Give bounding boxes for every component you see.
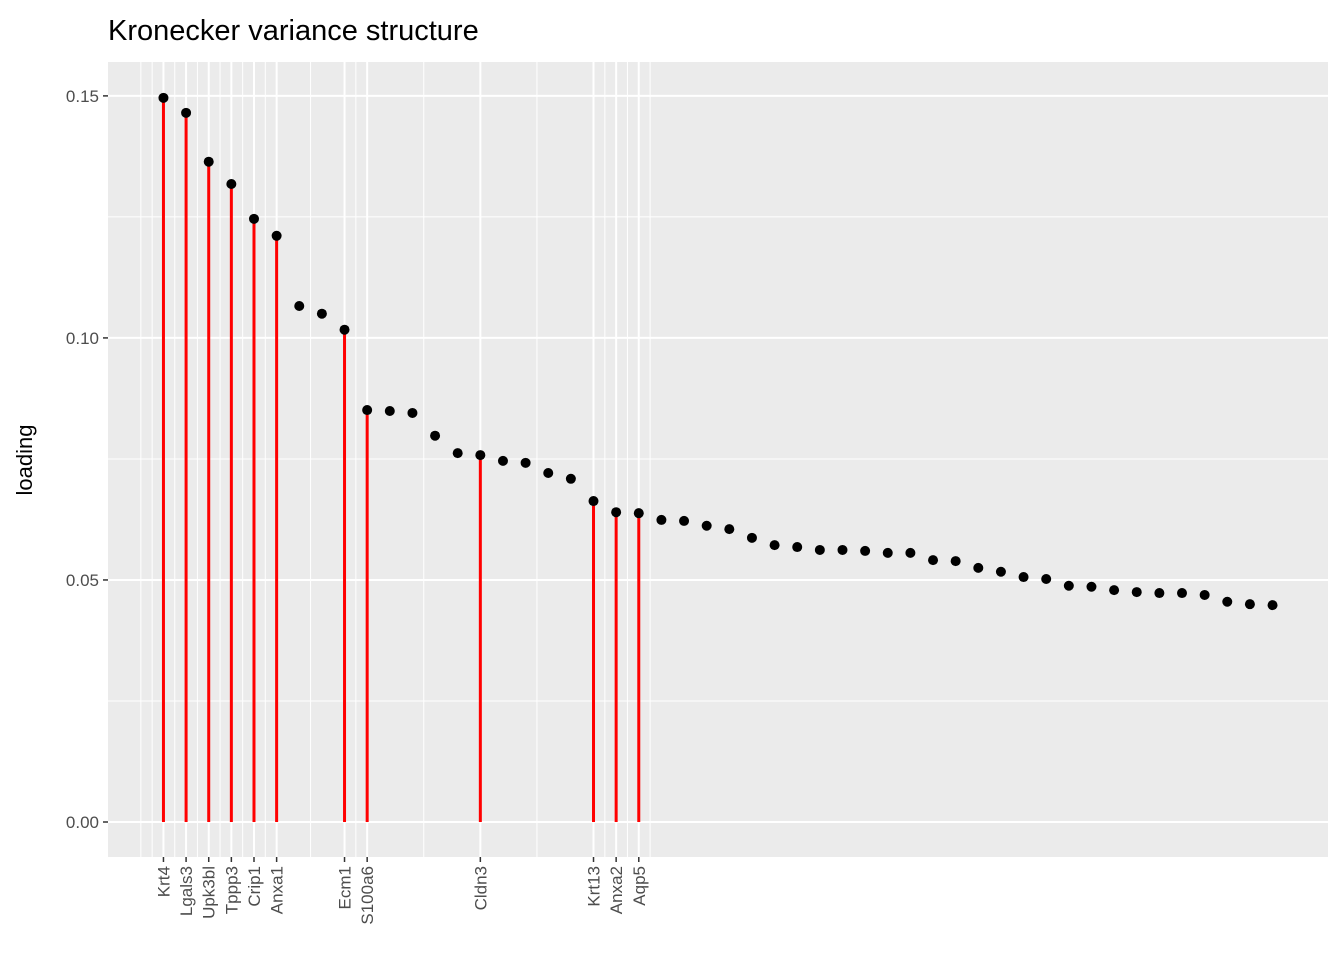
x-tick-label: Krt13: [585, 866, 604, 907]
point: [294, 300, 305, 311]
point: [452, 448, 463, 459]
x-tick-label: Cldn3: [471, 866, 490, 910]
point: [633, 508, 644, 519]
point: [1222, 596, 1233, 607]
point: [475, 450, 486, 461]
point: [203, 156, 214, 167]
point: [928, 555, 939, 566]
point: [158, 92, 169, 103]
x-tick-label: Tppp3: [222, 866, 241, 914]
y-tick-label: 0.00: [66, 813, 99, 832]
point: [543, 467, 554, 478]
point: [656, 514, 667, 525]
point: [497, 455, 508, 466]
x-tick-label: Aqp5: [630, 866, 649, 906]
point: [588, 496, 599, 507]
x-tick-label: Crip1: [245, 866, 264, 907]
point: [724, 524, 735, 535]
point: [181, 107, 192, 118]
point: [611, 507, 622, 518]
point: [1131, 587, 1142, 598]
panel: [108, 62, 1328, 857]
point: [973, 562, 984, 573]
point: [362, 405, 373, 416]
point: [837, 544, 848, 555]
x-tick-label: S100a6: [358, 866, 377, 925]
point: [746, 532, 757, 543]
chart-title: Kronecker variance structure: [108, 15, 479, 47]
point: [1109, 585, 1120, 596]
y-tick-label: 0.05: [66, 571, 99, 590]
point: [1199, 589, 1210, 600]
y-tick-label: 0.10: [66, 329, 99, 348]
point: [316, 308, 327, 319]
point: [769, 540, 780, 551]
point: [701, 520, 712, 531]
point: [1177, 588, 1188, 599]
point: [995, 566, 1006, 577]
point: [226, 178, 237, 189]
point: [520, 457, 531, 468]
y-axis-label: loading: [12, 425, 37, 496]
point: [384, 406, 395, 417]
point: [271, 230, 282, 241]
point: [1267, 600, 1278, 611]
x-tick-label: Anxa1: [268, 866, 287, 914]
point: [339, 324, 350, 335]
point: [407, 407, 418, 418]
point: [860, 545, 871, 556]
x-tick-label: Upk3bl: [200, 866, 219, 919]
point: [1154, 588, 1165, 599]
point: [679, 515, 690, 526]
point: [814, 544, 825, 555]
point: [905, 547, 916, 558]
y-tick-label: 0.15: [66, 87, 99, 106]
x-tick-label: Lgals3: [177, 866, 196, 916]
point: [1041, 573, 1052, 584]
x-tick-label: Krt4: [154, 866, 173, 897]
point: [950, 556, 961, 567]
point: [1086, 581, 1097, 592]
x-tick-label: Anxa2: [607, 866, 626, 914]
point: [565, 473, 576, 484]
point: [1244, 599, 1255, 610]
point: [1063, 580, 1074, 591]
x-tick-label: Ecm1: [336, 866, 355, 909]
point: [792, 542, 803, 553]
point: [1018, 572, 1029, 583]
point: [248, 213, 259, 224]
point: [430, 430, 441, 441]
point: [882, 547, 893, 558]
